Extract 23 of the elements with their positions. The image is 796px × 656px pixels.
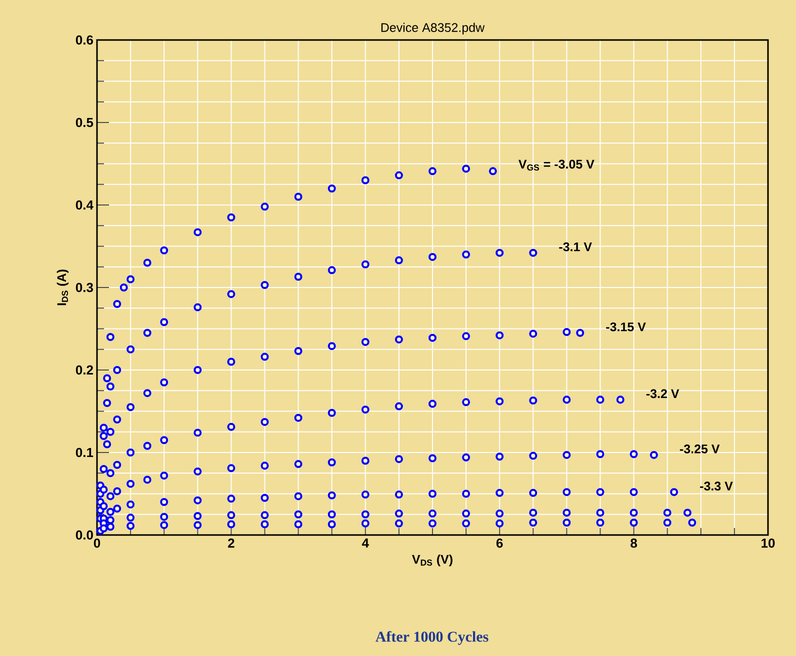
x-tick-label: 6 <box>496 538 503 548</box>
y-tick-label: 0.3 <box>76 282 94 292</box>
x-tick-label: 8 <box>630 538 638 548</box>
series-label: -3.15 V <box>606 322 646 332</box>
y-tick-label: 0.5 <box>76 118 94 128</box>
x-tick-label: 4 <box>362 538 369 548</box>
series-label: -3.2 V <box>646 389 680 398</box>
series-label: -3.25 V <box>680 444 720 454</box>
x-tick-label: 0 <box>94 538 100 548</box>
x-tick-label: 2 <box>228 538 234 548</box>
text: After 1000 Cycles <box>376 631 488 645</box>
x-axis-title: V$_{DS}$ (V) <box>412 554 452 566</box>
x-tick-label: 10 <box>762 538 775 548</box>
series-label: -3.1 V <box>559 242 592 252</box>
y-tick-label: 0.1 <box>76 448 94 458</box>
series-label: V$_{GS}$ = -3.05 V <box>518 160 594 171</box>
y-tick-label: 0.2 <box>76 365 93 375</box>
chart-title: Device A8352.pdw <box>381 22 485 34</box>
y-tick-label: 0.0 <box>76 530 93 540</box>
y-tick-label: 0.4 <box>76 200 94 210</box>
series-label: -3.3 V <box>700 482 733 491</box>
y-axis-title: I$_{DS}$ (A) <box>56 270 69 306</box>
y-tick-label: 0.6 <box>76 35 94 45</box>
